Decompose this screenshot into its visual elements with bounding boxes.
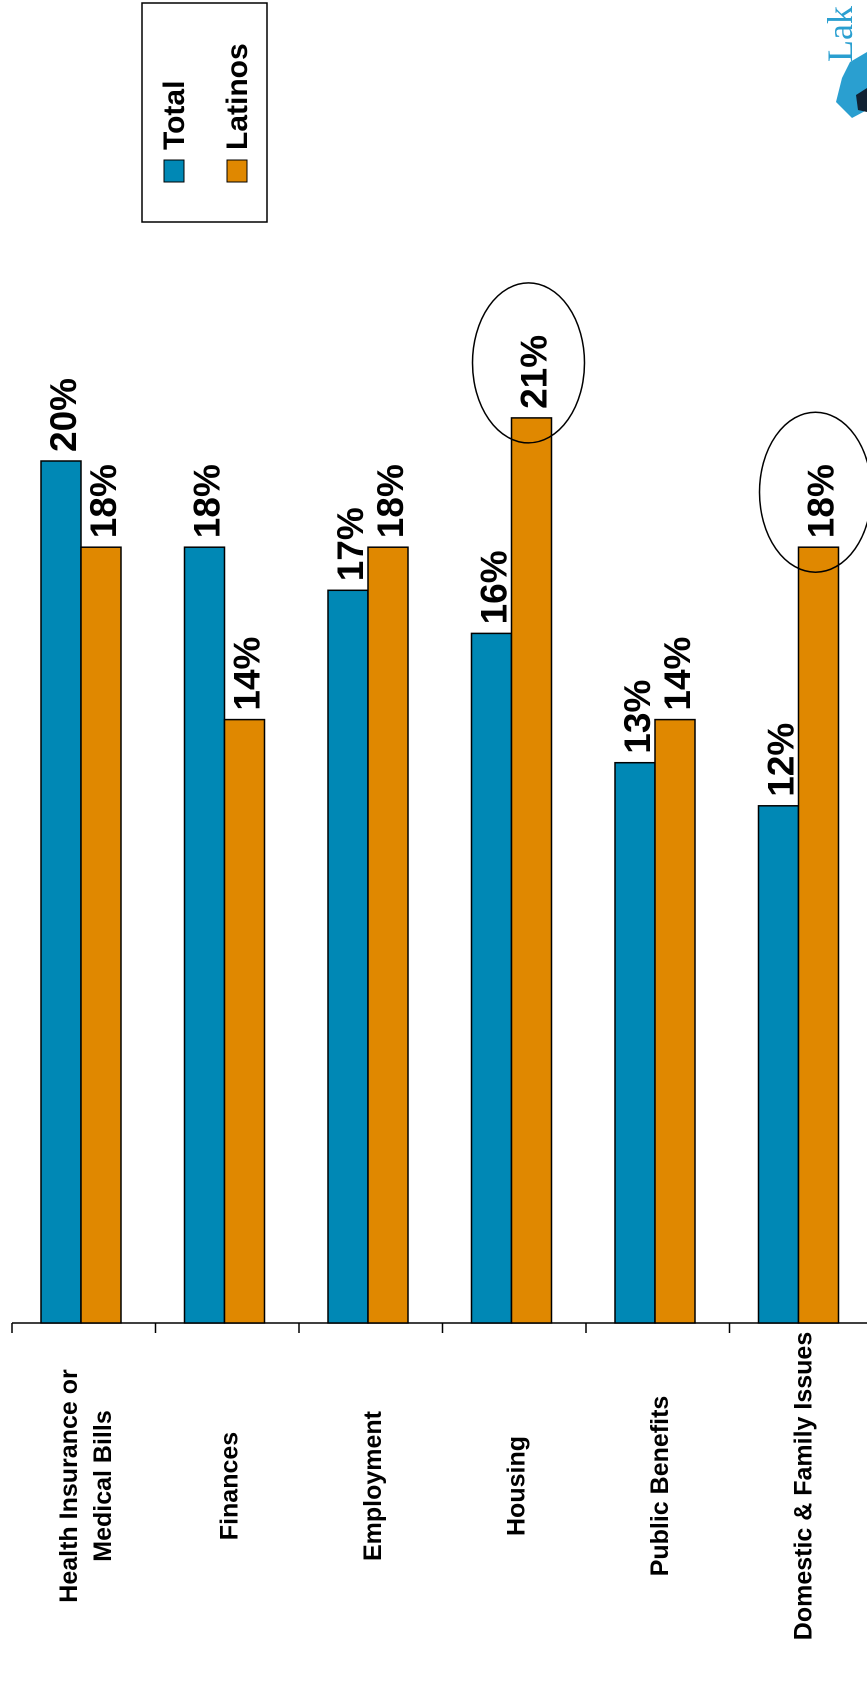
logo-text: Lak [820, 6, 860, 62]
category-label-finances: Finances [215, 1432, 243, 1540]
logo: Lak [820, 6, 867, 118]
value-label-latinos-health-insurance-or-medical-bills: 18% [83, 464, 124, 538]
highlight-circle-domestic-family-issues [758, 411, 867, 573]
category-axis [11, 1322, 867, 1333]
highlight-circles [471, 282, 867, 573]
legend-swatch-latinos [226, 159, 248, 183]
legend: Total Latinos [141, 2, 268, 223]
bar-total-public-benefits [614, 761, 656, 1324]
bar-total-housing [470, 632, 513, 1324]
legend-swatch-total [163, 159, 185, 183]
legend-box [141, 2, 268, 223]
value-label-total-finances: 18% [187, 464, 228, 538]
value-label-latinos-employment: 18% [370, 464, 411, 538]
category-label-housing: Housing [502, 1436, 530, 1536]
bar-total-finances [183, 546, 226, 1324]
category-label-domestic-family-issues: Domestic & Family Issues [789, 1332, 817, 1640]
bar-latinos-finances [223, 718, 266, 1324]
value-label-latinos-domestic-family-issues: 18% [801, 464, 842, 538]
bars [40, 417, 840, 1324]
bar-latinos-housing [510, 417, 553, 1324]
value-label-total-housing: 16% [474, 550, 515, 624]
value-label-total-health-insurance-or-medical-bills: 20% [43, 378, 84, 452]
bar-total-employment [327, 589, 369, 1324]
bar-total-health-insurance-or-medical-bills [40, 460, 82, 1324]
bar-latinos-domestic-family-issues [797, 546, 840, 1324]
bar-latinos-health-insurance-or-medical-bills [80, 546, 122, 1324]
bar-latinos-public-benefits [654, 718, 696, 1324]
value-label-total-public-benefits: 13% [617, 680, 658, 754]
value-label-latinos-public-benefits: 14% [657, 637, 698, 711]
bar-latinos-employment [367, 546, 409, 1324]
value-label-total-domestic-family-issues: 12% [761, 723, 802, 797]
category-label-health-insurance-or-medical-bills-line-1: Health Insurance or [55, 1369, 83, 1603]
category-labels: Health Insurance or Medical Bills Finances… [55, 1332, 818, 1640]
category-label-health-insurance-or-medical-bills-line-2: Medical Bills [89, 1410, 117, 1561]
bar-total-domestic-family-issues [757, 805, 800, 1324]
legend-label-latinos: Latinos [221, 43, 254, 150]
legend-label-total: Total [158, 81, 191, 150]
category-label-employment: Employment [359, 1410, 387, 1561]
value-label-total-employment: 17% [330, 507, 371, 581]
value-labels: 20%18% 18%14%17%18%16%21%13%14%12%18% [43, 335, 842, 797]
value-label-latinos-housing: 21% [514, 335, 555, 409]
category-label-public-benefits: Public Benefits [646, 1396, 674, 1577]
value-label-latinos-finances: 14% [227, 637, 268, 711]
logo-shape-dark [856, 88, 867, 112]
highlight-circle-housing [471, 282, 586, 444]
